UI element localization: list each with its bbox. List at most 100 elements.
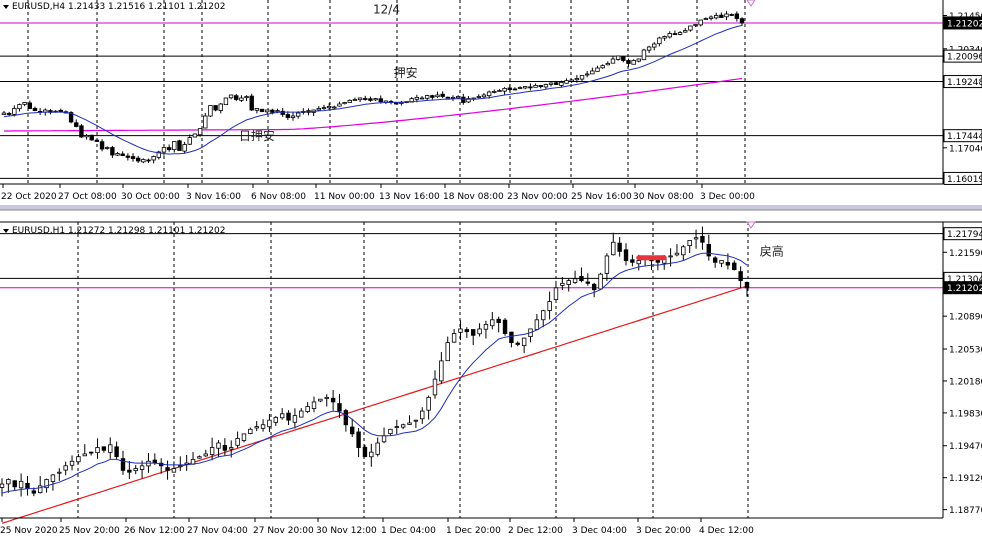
h4-price-axis[interactable]: 1.214501.203401.170401.212021.200961.192… [943, 12, 982, 185]
slow-ma-line [4, 77, 743, 132]
h1-plot-area[interactable] [0, 222, 943, 518]
candle [435, 91, 440, 99]
candle [311, 396, 317, 413]
candle [483, 320, 489, 339]
candle [687, 240, 692, 253]
h1-shift-marker-icon[interactable] [746, 221, 756, 229]
candle [502, 87, 507, 95]
candle [177, 139, 182, 151]
candle-body-down [509, 331, 514, 344]
candle-body-down [166, 147, 172, 151]
candle [347, 99, 352, 103]
candle-body-up [683, 30, 688, 33]
candle [259, 108, 265, 113]
candle-body-down [712, 257, 718, 263]
candle-body-up [321, 107, 327, 109]
h4-horizontal-lines[interactable] [0, 22, 943, 179]
h1-horizontal-lines[interactable] [0, 233, 943, 289]
candle-body-up [228, 94, 234, 99]
h1-time-axis[interactable]: 25 Nov 2020 25 Nov 20:00 26 Nov 12:00 27 No… [0, 518, 754, 536]
candle-body-up [316, 108, 322, 111]
candle [254, 108, 260, 114]
candle-body-up [450, 97, 456, 99]
fast-ma-line [1, 252, 748, 494]
price-label: 1.21202 [947, 19, 982, 29]
candle [244, 95, 249, 101]
h1-chart-pane[interactable]: 戻高 1.215901.208901.205301.201801.198301.… [0, 221, 982, 536]
candle-body-up [466, 98, 471, 103]
candle-body-up [388, 428, 393, 435]
candle-body-down [110, 147, 115, 156]
candle [667, 31, 672, 39]
candle-body-down [259, 108, 265, 112]
candle [213, 105, 218, 112]
candle [564, 78, 569, 84]
candle-body-up [652, 43, 657, 48]
candle [476, 94, 481, 99]
candle [738, 266, 743, 289]
price-tick-label: 1.19470 [949, 442, 982, 452]
h1-price-axis[interactable]: 1.21590 1.20890 1.20530 1.20180 1.19830 1.194… [943, 227, 982, 516]
candle-body-up [171, 468, 177, 473]
pane-separator[interactable] [0, 205, 982, 210]
time-tick-label: 30 Oct 00:00 [121, 192, 180, 202]
candle-body-up [18, 480, 24, 489]
candle-body-down [130, 156, 136, 159]
candle-body-up [693, 24, 698, 26]
candle [541, 309, 546, 328]
time-tick-label: 22 Oct 2020 [1, 192, 57, 202]
h1-annotations[interactable]: 戻高 [760, 243, 784, 258]
candle [184, 454, 189, 471]
candle-body-down [630, 259, 635, 263]
price-label: 1.16019 [947, 175, 982, 185]
h4-time-axis[interactable]: 22 Oct 2020 27 Oct 08:00 30 Oct 00:00 3 Nov… [1, 184, 755, 202]
h4-shift-marker-icon[interactable] [746, 0, 756, 7]
candle-body-up [156, 151, 162, 158]
candle [182, 141, 187, 154]
candle [318, 398, 323, 403]
candle [458, 320, 463, 341]
candle [413, 419, 419, 428]
candle-body-up [600, 65, 605, 69]
candle [69, 455, 75, 471]
candle [108, 437, 113, 459]
candle-body-down [25, 482, 30, 490]
candle-body-up [560, 282, 565, 286]
price-tick-label: 1.19120 [949, 474, 982, 484]
collapse-arrow-icon[interactable] [3, 229, 9, 233]
time-tick-label: 27 Nov 20:00 [253, 526, 314, 536]
candle-body-down [356, 431, 361, 448]
collapse-arrow-icon[interactable] [3, 5, 9, 9]
candle [265, 109, 270, 115]
candle-body-up [311, 401, 317, 409]
candle-body-up [419, 97, 425, 100]
candle [241, 433, 247, 443]
candle [156, 150, 162, 160]
candle [0, 478, 5, 497]
candle-body-down [222, 445, 228, 451]
candle-body-up [197, 128, 203, 136]
candle-body-up [6, 479, 11, 485]
candle [343, 408, 349, 432]
candle-body-down [591, 283, 597, 291]
candle-body-down [554, 82, 559, 85]
candle-body-up [105, 147, 110, 149]
candle [470, 329, 476, 346]
candle-body-up [400, 424, 406, 428]
candle [6, 478, 11, 493]
candle [352, 97, 358, 101]
candle-body-up [426, 396, 431, 411]
h4-plot-area[interactable] [0, 0, 943, 184]
candle-body-down [496, 318, 501, 323]
candle-body-up [44, 479, 49, 489]
candle-body-up [521, 337, 527, 347]
candle-body-up [455, 96, 461, 99]
candle-body-down [94, 139, 100, 142]
candle-body-down [626, 60, 631, 64]
annotation-label-1: 押安 [394, 65, 418, 80]
candle [151, 155, 156, 164]
candle-body-up [636, 260, 641, 265]
candle-body-down [114, 446, 119, 458]
